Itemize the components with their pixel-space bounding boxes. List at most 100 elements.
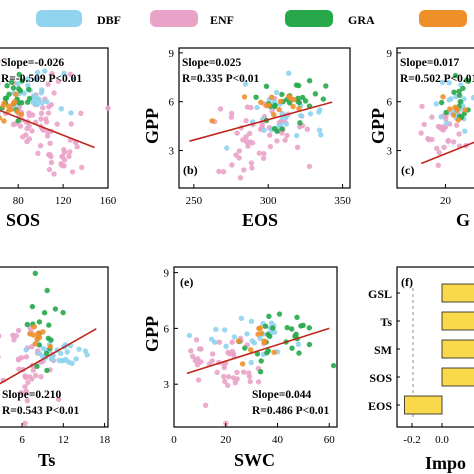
panel-a-xtick-1: 120	[55, 195, 72, 207]
panel-d-point-12	[23, 354, 30, 360]
panel-a-point-113	[10, 85, 17, 91]
panel-a-point-102	[32, 96, 38, 103]
panel-a-point-72	[61, 149, 68, 155]
panel-c-point-54	[457, 99, 463, 105]
panel-b-point-0	[246, 130, 253, 137]
panel-d-point-55	[39, 353, 46, 359]
panel-e-xtick-3: 60	[324, 434, 336, 446]
panel-d-point-72	[24, 321, 30, 328]
panel-a-point-101	[39, 100, 45, 106]
panel-b-point-36	[274, 138, 280, 144]
panel-d-fit-line	[0, 328, 97, 385]
panel-c-ytick-1: 6	[387, 97, 393, 109]
panel-a-point-34	[55, 78, 62, 85]
panel-e-point-38	[195, 377, 202, 383]
panel-c-point-38	[470, 95, 474, 101]
panel-a-point-36	[38, 110, 45, 117]
panel-e-label: (e)	[180, 275, 193, 289]
panel-e-point-57	[248, 318, 255, 324]
panel-c-points	[418, 72, 474, 168]
panel-e-point-5	[255, 379, 262, 385]
panel-c-point-28	[445, 137, 452, 144]
panel-e-point-50	[238, 315, 245, 321]
panel-d-point-63	[56, 357, 62, 364]
panel-d-xtick-1: 12	[58, 434, 69, 446]
panel-d-xtick-2: 18	[99, 434, 111, 446]
panel-c-point-24	[436, 124, 443, 130]
panel-e-point-6	[194, 362, 201, 368]
panel-d-point-38	[18, 355, 25, 361]
panel-e-ytick-1: 6	[164, 323, 170, 335]
panel-e-point-26	[222, 378, 228, 385]
panel-d-point-48	[73, 356, 79, 362]
panel-f-category-eos: EOS	[368, 399, 392, 413]
panel-a-point-0	[105, 105, 111, 112]
panel-b-point-5	[282, 137, 288, 143]
panel-a-fit-line	[0, 109, 95, 149]
panel-e-fit-line	[186, 327, 330, 375]
panel-a-point-50	[43, 116, 49, 122]
panel-a-point-47	[47, 140, 53, 146]
panel-a-point-104	[42, 68, 48, 74]
panel-b-point-49	[267, 132, 273, 138]
panel-b-point-55	[233, 152, 239, 158]
panel-b-point-54	[260, 155, 267, 162]
panel-a-point-2	[17, 123, 24, 129]
panel-e-point-28	[225, 374, 232, 380]
panel-b-point-50	[220, 169, 227, 175]
panel-d-point-81	[29, 303, 36, 310]
panel-a-point-70	[74, 144, 80, 150]
panel-c-point-8	[441, 144, 447, 150]
panel-c-frame	[396, 47, 474, 189]
legend-label-dbf: DBF	[97, 13, 121, 27]
panel-d-point-16	[33, 372, 39, 379]
panel-b-point-71	[283, 121, 289, 127]
panel-a-xlabel: SOS	[6, 210, 40, 230]
panel-d-point-2	[55, 396, 62, 403]
panel-d-point-28	[23, 388, 29, 395]
panel-c-point-51	[433, 101, 439, 107]
panel-c-point-59	[456, 88, 462, 95]
panel-c: 20 369 Slope=0.017 R=0.502 P<0.01 (c) G …	[368, 47, 474, 230]
legend-label-enf: ENF	[210, 13, 234, 27]
panel-c-yticks: 3 6 9	[387, 48, 401, 158]
panel-b-ytick-0: 3	[169, 146, 175, 158]
panel-e-point-2	[190, 353, 196, 359]
panel-e-point-66	[231, 334, 238, 340]
panel-c-label: (c)	[401, 163, 414, 177]
panel-a-point-44	[46, 104, 52, 110]
panel-b-point-98	[306, 78, 313, 84]
panel-b-point-103	[279, 126, 285, 132]
panel-a-point-126	[19, 78, 25, 84]
panel-b-point-119	[296, 105, 302, 112]
panel-d-point-42	[64, 349, 71, 355]
panel-b-point-22	[234, 130, 240, 136]
panel-b-point-59	[236, 148, 243, 154]
panel-b-point-100	[253, 94, 259, 100]
panel-b-point-120	[290, 103, 296, 110]
panel-b-ylabel: GPP	[142, 108, 162, 144]
panel-e-xtick-1: 20	[220, 434, 232, 446]
panel-e-point-10	[225, 382, 231, 389]
panel-e-point-67	[213, 326, 219, 333]
panel-c-point-27	[450, 139, 457, 145]
panel-b-point-124	[276, 106, 282, 113]
panel-a-point-40	[24, 125, 30, 132]
panel-d-point-30	[0, 333, 2, 339]
panel-a-xtick-2: 160	[100, 195, 117, 207]
panel-e-point-17	[196, 346, 203, 352]
panel-e-frame	[173, 266, 338, 428]
panel-d-point-87	[36, 319, 43, 325]
panel-a-point-62	[54, 121, 60, 127]
panel-d-point-58	[66, 359, 72, 365]
panel-b-point-126	[263, 102, 270, 109]
legend-swatch-gra	[285, 10, 333, 27]
panel-b-point-113	[279, 91, 285, 98]
panel-e-ylabel: GPP	[142, 316, 162, 352]
panel-d-point-92	[40, 329, 46, 335]
panel-a-point-128	[4, 83, 10, 89]
panel-a-slope: Slope=-0.026	[1, 57, 64, 69]
panel-b-point-65	[317, 107, 323, 113]
panel-b-point-9	[256, 150, 262, 156]
panel-e-point-100	[239, 361, 246, 367]
